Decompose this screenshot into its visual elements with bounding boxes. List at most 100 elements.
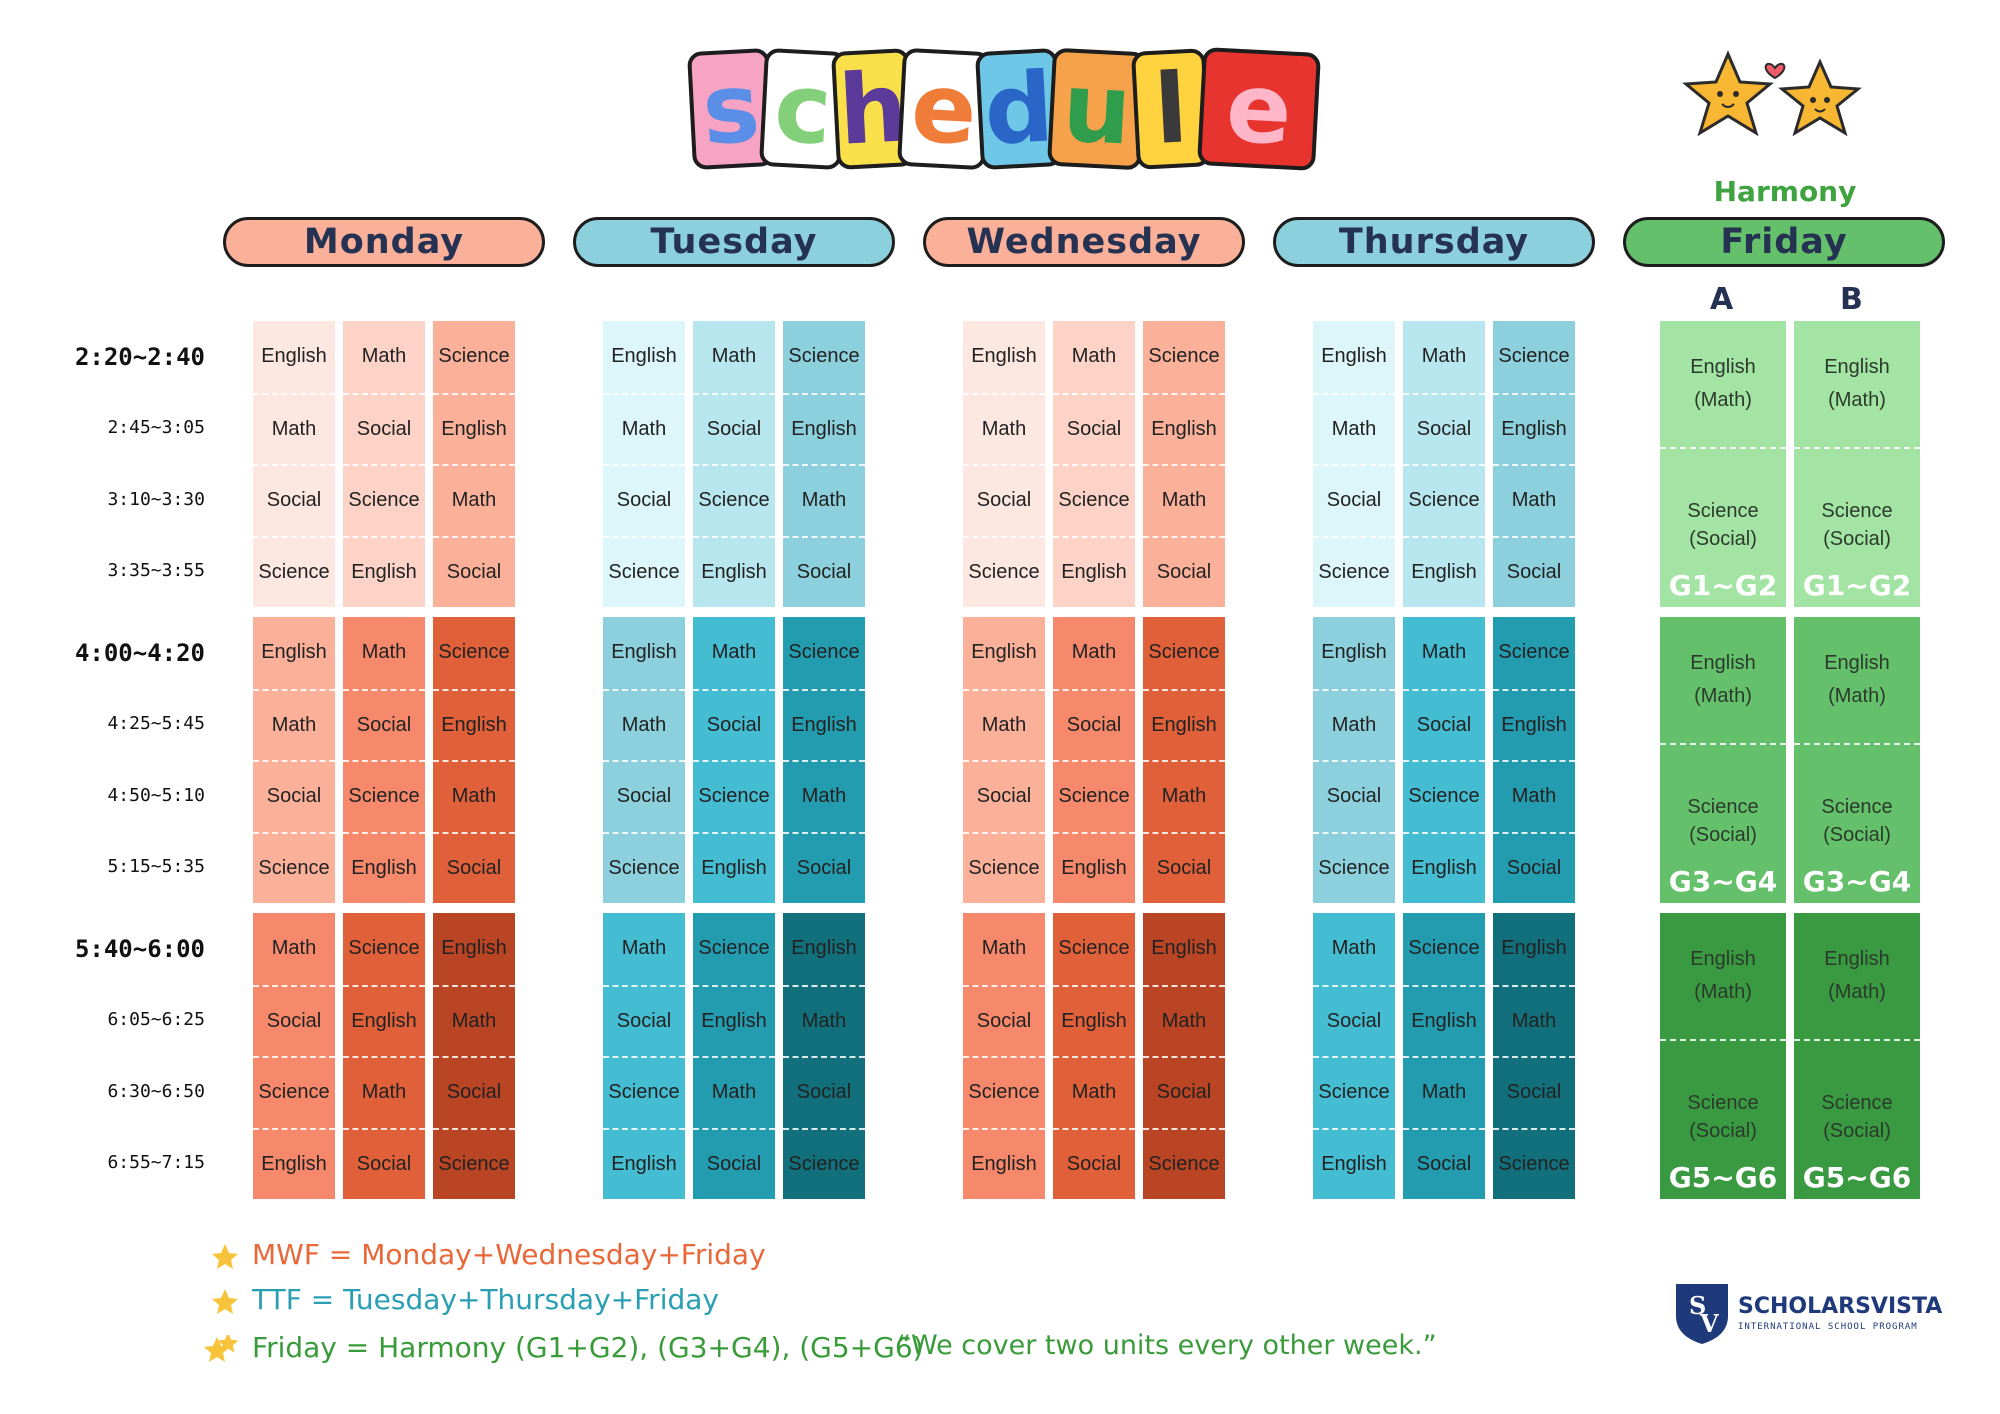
class-cell: English	[1053, 984, 1135, 1056]
time-slot-label: 4:50~5:10	[107, 784, 205, 806]
class-cell: Social	[1053, 392, 1135, 464]
class-cell: English	[693, 831, 775, 903]
class-cell: Math	[253, 913, 335, 985]
logo-subtitle: INTERNATIONAL SCHOOL PROGRAM	[1738, 1322, 1918, 1332]
friday-cell-top: English (Math)	[1660, 913, 1786, 1039]
class-cell: Social	[693, 688, 775, 760]
class-cell: Math	[1403, 617, 1485, 689]
friday-cell-top: English (Math)	[1794, 617, 1920, 743]
time-slot-label: 6:55~7:15	[107, 1152, 205, 1174]
class-cell: Social	[1403, 392, 1485, 464]
class-cell: English	[1143, 913, 1225, 985]
class-cell: Social	[1143, 535, 1225, 607]
class-cell: Science	[1053, 913, 1135, 985]
class-cell: Science	[1403, 913, 1485, 985]
class-cell: Math	[783, 464, 865, 536]
class-cell: English	[343, 535, 425, 607]
class-cell: Math	[1493, 760, 1575, 832]
class-cell: English	[433, 392, 515, 464]
class-cell: Science	[1143, 321, 1225, 393]
friday-cell-bottom: Science (Social)	[1794, 1039, 1920, 1199]
class-cell: Math	[693, 617, 775, 689]
class-cell: Science	[343, 464, 425, 536]
class-cell: Math	[343, 617, 425, 689]
class-cell: English	[253, 1127, 335, 1199]
class-cell: Social	[693, 392, 775, 464]
time-slot-label: 5:15~5:35	[107, 856, 205, 878]
class-cell: Math	[1053, 1056, 1135, 1128]
class-cell: Science	[253, 831, 335, 903]
friday-group-b: B	[1840, 282, 1863, 317]
legend-item: TTF = Tuesday+Thursday+Friday	[252, 1283, 719, 1316]
class-cell: Social	[963, 984, 1045, 1056]
class-cell: Math	[963, 688, 1045, 760]
class-cell: English	[603, 321, 685, 393]
class-cell: Science	[963, 1056, 1045, 1128]
class-cell: Math	[433, 760, 515, 832]
friday-cell-bottom: Science (Social)	[1660, 743, 1786, 903]
class-cell: Science	[693, 760, 775, 832]
title-letter: e	[1196, 46, 1322, 172]
class-cell: Science	[433, 321, 515, 393]
class-cell: Science	[603, 1056, 685, 1128]
class-cell: English	[783, 688, 865, 760]
friday-cell-bottom: Science (Social)	[1794, 743, 1920, 903]
class-cell: English	[1493, 913, 1575, 985]
class-cell: Math	[1143, 984, 1225, 1056]
friday-cell-top: English (Math)	[1660, 617, 1786, 743]
class-cell: Math	[1313, 392, 1395, 464]
class-cell: Math	[253, 392, 335, 464]
class-cell: English	[603, 1127, 685, 1199]
class-cell: Math	[1053, 321, 1135, 393]
class-cell: Science	[1053, 464, 1135, 536]
class-cell: Science	[1313, 535, 1395, 607]
class-cell: Science	[693, 913, 775, 985]
class-cell: Social	[1053, 688, 1135, 760]
class-cell: Social	[433, 1056, 515, 1128]
friday-cell-bottom: Science (Social)	[1660, 447, 1786, 607]
grade-label: G1~G2	[1668, 569, 1778, 602]
class-cell: English	[693, 535, 775, 607]
svg-text:V: V	[1699, 1309, 1719, 1338]
class-cell: Math	[1313, 913, 1395, 985]
class-cell: Math	[783, 984, 865, 1056]
time-slot-label: 4:00~4:20	[74, 638, 205, 667]
class-cell: Math	[603, 688, 685, 760]
class-cell: Social	[433, 535, 515, 607]
day-header-tuesday: Tuesday	[573, 217, 895, 267]
class-cell: English	[1403, 984, 1485, 1056]
class-cell: Math	[1313, 688, 1395, 760]
star-icon	[212, 1289, 238, 1314]
class-cell: English	[963, 321, 1045, 393]
class-cell: Science	[1403, 464, 1485, 536]
class-cell: Social	[253, 464, 335, 536]
day-header-friday: Friday	[1623, 217, 1945, 267]
class-cell: English	[1403, 535, 1485, 607]
class-cell: Social	[1053, 1127, 1135, 1199]
class-cell: Math	[1493, 464, 1575, 536]
class-cell: Math	[963, 392, 1045, 464]
time-slot-label: 6:05~6:25	[107, 1009, 205, 1031]
class-cell: Math	[963, 913, 1045, 985]
time-slot-label: 5:40~6:00	[74, 934, 205, 963]
class-cell: Science	[1493, 321, 1575, 393]
class-cell: English	[603, 617, 685, 689]
class-cell: English	[253, 617, 335, 689]
class-cell: Social	[783, 1056, 865, 1128]
class-cell: English	[1313, 321, 1395, 393]
class-cell: Social	[1493, 831, 1575, 903]
class-cell: Math	[433, 464, 515, 536]
class-cell: Social	[253, 760, 335, 832]
class-cell: English	[1143, 688, 1225, 760]
scholarsvista-logo: S V SCHOLARSVISTA INTERNATIONAL SCHOOL P…	[1672, 1280, 1942, 1350]
class-cell: English	[343, 831, 425, 903]
svg-text:S: S	[1689, 1291, 1706, 1320]
class-cell: Social	[1143, 1056, 1225, 1128]
legend-item: MWF = Monday+Wednesday+Friday	[252, 1238, 766, 1271]
class-cell: Science	[433, 1127, 515, 1199]
class-cell: Social	[1403, 688, 1485, 760]
time-slot-label: 4:25~5:45	[107, 713, 205, 735]
time-slot-label: 3:35~3:55	[107, 560, 205, 582]
class-cell: Social	[603, 464, 685, 536]
grade-label: G5~G6	[1802, 1161, 1912, 1194]
